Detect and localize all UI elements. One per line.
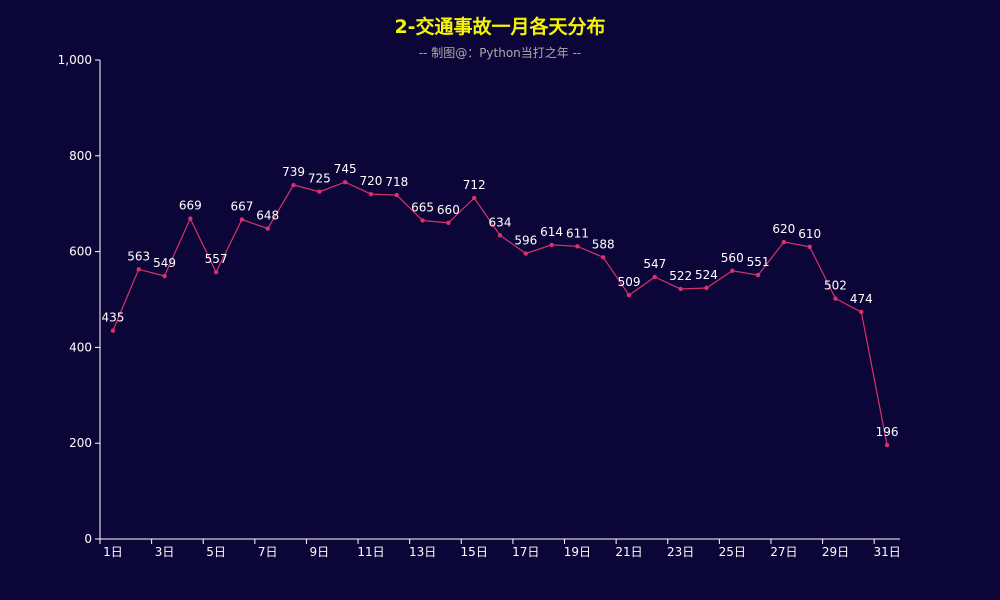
data-point	[446, 220, 451, 226]
data-label: 745	[334, 162, 357, 176]
x-tick-label: 15日	[461, 545, 488, 559]
data-point	[678, 286, 683, 292]
data-label: 610	[798, 227, 821, 241]
data-label: 611	[566, 226, 589, 240]
data-point	[884, 442, 890, 448]
data-label: 718	[385, 175, 408, 189]
data-point	[626, 292, 632, 298]
data-label: 667	[230, 200, 253, 214]
y-tick-label: 1,000	[58, 53, 92, 67]
data-label: 502	[824, 279, 847, 293]
data-point	[575, 244, 580, 249]
data-label: 620	[772, 222, 795, 236]
data-label: 634	[489, 215, 512, 229]
data-label: 665	[411, 200, 434, 214]
data-point	[859, 309, 864, 315]
data-point	[652, 274, 658, 280]
y-axis: 0 200 400 600 800 1,000	[58, 53, 101, 546]
data-point	[265, 226, 270, 231]
data-label: 474	[850, 292, 873, 306]
data-label: 551	[747, 255, 770, 269]
data-point	[471, 195, 477, 201]
data-label: 522	[669, 269, 692, 283]
data-point	[704, 285, 709, 291]
data-label: 614	[540, 225, 563, 239]
x-tick-label: 13日	[409, 545, 436, 559]
y-tick-label: 400	[69, 340, 92, 354]
data-label: 720	[360, 174, 383, 188]
chart-subtitle: -- 制图@：Python当打之年 --	[418, 46, 582, 60]
x-tick-label: 5日	[206, 545, 226, 559]
data-point	[420, 218, 425, 223]
data-label: 509	[618, 275, 641, 289]
data-label: 588	[592, 237, 615, 251]
data-point	[549, 242, 554, 248]
data-point	[162, 273, 167, 279]
data-label: 560	[721, 251, 744, 265]
data-point	[523, 251, 529, 256]
data-point	[781, 239, 787, 245]
data-point	[291, 182, 296, 188]
data-label: 596	[514, 234, 537, 248]
data-point	[755, 272, 761, 278]
data-point	[188, 216, 193, 221]
y-tick-label: 800	[69, 149, 92, 163]
data-point	[394, 192, 399, 198]
data-label: 712	[463, 178, 486, 192]
x-tick-label: 29日	[822, 545, 849, 559]
data-label: 196	[876, 425, 899, 439]
data-point	[342, 179, 348, 185]
data-point	[807, 244, 812, 250]
data-point	[213, 269, 219, 275]
data-point	[497, 233, 503, 238]
x-tick-label: 19日	[564, 545, 591, 559]
x-tick-label: 17日	[512, 545, 539, 559]
data-label: 563	[127, 249, 150, 263]
data-label: 549	[153, 256, 176, 270]
x-axis: 1日 3日 5日 7日 9日 11日 13日 15日 17日 19日 21日 23日 25日 27日 29日…	[99, 538, 901, 559]
x-tick-label: 9日	[310, 545, 330, 559]
data-label: 648	[256, 209, 279, 223]
data-point	[110, 328, 116, 333]
data-label: 739	[282, 165, 305, 179]
data-label: 524	[695, 268, 718, 282]
y-tick-label: 200	[69, 436, 92, 450]
data-point	[239, 217, 245, 222]
data-point	[730, 268, 735, 273]
data-point	[317, 189, 322, 194]
data-label: 669	[179, 199, 202, 213]
data-point	[368, 191, 374, 197]
data-point	[136, 267, 141, 272]
x-tick-label: 3日	[155, 545, 175, 559]
x-tick-label: 25日	[719, 545, 746, 559]
data-label: 435	[101, 311, 124, 325]
data-label: 557	[205, 252, 228, 266]
x-tick-label: 1日	[103, 545, 123, 559]
y-tick-label: 0	[84, 532, 92, 546]
data-point	[833, 296, 838, 301]
x-tick-label: 27日	[770, 545, 797, 559]
data-label: 547	[643, 257, 666, 271]
x-tick-label: 21日	[615, 545, 642, 559]
x-tick-label: 7日	[258, 545, 278, 559]
data-point	[601, 255, 606, 260]
y-tick-label: 600	[69, 245, 92, 259]
x-tick-label: 11日	[357, 545, 384, 559]
x-tick-label: 23日	[667, 545, 694, 559]
data-label: 660	[437, 203, 460, 217]
chart-title: 2-交通事故一月各天分布	[394, 16, 606, 38]
x-tick-label: 31日	[873, 545, 900, 559]
data-label: 725	[308, 172, 331, 186]
